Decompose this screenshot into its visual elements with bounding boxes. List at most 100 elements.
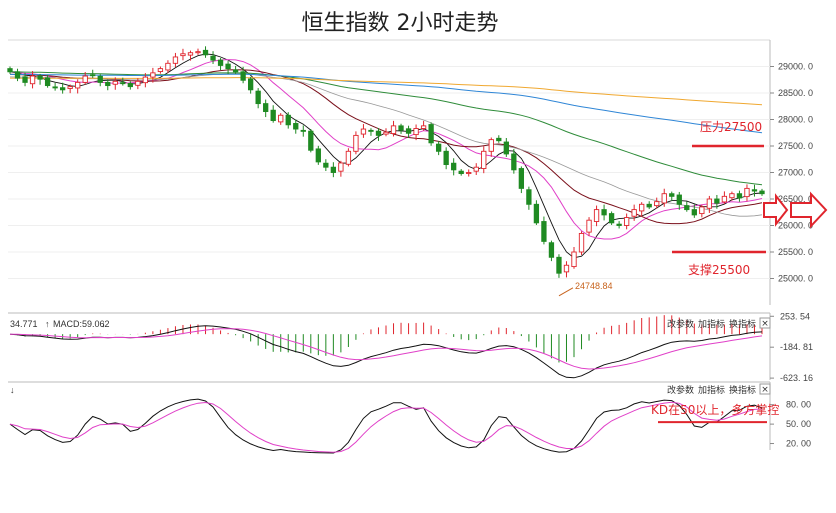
candle-body (44, 77, 51, 87)
candle-body (496, 137, 502, 142)
candle-body (466, 172, 472, 175)
kd-arrow: ↓ (10, 385, 15, 395)
candle-body (691, 209, 697, 216)
candle-body (729, 193, 735, 199)
candle-body (300, 129, 306, 132)
candle-body (578, 232, 585, 253)
kd-panel: ↓ 80. 00 50. 00 20. 00 KD在50以上，多方掌控 改参数 加指… (8, 381, 811, 454)
kd-tick-label: 20. 00 (786, 439, 811, 449)
candle-body (669, 193, 675, 197)
switch-indicator-button-kd[interactable]: 换指标 (729, 384, 756, 396)
candle-body (526, 189, 532, 205)
candle-body (308, 130, 314, 151)
resistance-label: 压力27500 (700, 120, 762, 134)
candle-body (714, 198, 720, 204)
ma-line-120 (9, 73, 763, 134)
macd-dea-line (9, 328, 763, 370)
candle-body (14, 71, 21, 79)
close-icon-kd[interactable] (759, 383, 771, 395)
support-label: 支撑25500 (688, 262, 750, 277)
candle-body (180, 53, 186, 57)
candle-body (548, 242, 555, 258)
candle-body (631, 209, 637, 217)
y-tick-label: 25000. 0 (778, 274, 813, 284)
candle-body (67, 86, 73, 89)
macd-up-arrow: ↑ (45, 319, 50, 329)
candle-body (661, 193, 667, 204)
switch-indicator-button[interactable]: 换指标 (729, 318, 756, 330)
change-params-button-kd[interactable]: 改参数 (667, 384, 694, 396)
candle-body (473, 166, 479, 172)
close-glyph: × (761, 319, 769, 329)
candle-body (721, 195, 728, 203)
candle-body (210, 55, 216, 61)
candle-body (413, 128, 419, 136)
candle-body (247, 78, 254, 91)
candle-body (37, 75, 43, 80)
candle-body (443, 150, 449, 166)
candle-body (375, 130, 382, 136)
candle-body (112, 80, 118, 85)
candle-body (654, 201, 660, 207)
candle-body (172, 56, 179, 64)
candle-body (7, 68, 13, 73)
close-glyph-kd: × (761, 385, 769, 395)
low-value-label: 24748.84 (575, 281, 613, 291)
macd-prev-value: 34.771 (10, 319, 38, 329)
candle-body (345, 150, 352, 165)
candle-body (353, 134, 359, 152)
candle-body (458, 170, 464, 175)
kd-k-line (9, 398, 763, 454)
candle-body (563, 264, 570, 273)
candle-body (59, 87, 66, 91)
candle-body (736, 193, 743, 199)
kd-panel-buttons: 改参数 加指标 换指标 × (667, 383, 771, 396)
close-icon[interactable] (759, 317, 771, 329)
candle-body (293, 123, 299, 130)
candle-body (330, 166, 337, 173)
candle-body (240, 71, 246, 81)
macd-panel: 34.771 ↑ MACD:59.062 ↓ 253. 54 -184. 81 -6… (8, 311, 813, 383)
kd-d-line (9, 401, 763, 453)
candle-body (593, 209, 600, 222)
candle-body (639, 203, 645, 212)
candle-body (390, 125, 397, 134)
chart-title: 恒生指数 2小时走势 (302, 11, 499, 36)
candle-body (225, 63, 231, 70)
y-tick-label: 25500. 0 (778, 247, 813, 257)
right-arrow-icons (763, 191, 828, 229)
candle-body (405, 128, 412, 134)
candle-body (601, 209, 607, 216)
ma-line-10 (9, 59, 763, 240)
candle-body (338, 162, 344, 172)
candle-body (105, 81, 111, 87)
candle-body (195, 51, 201, 54)
candle-body (420, 125, 427, 129)
candle-body (323, 162, 329, 168)
candle-body (616, 223, 622, 226)
candle-body (556, 256, 562, 274)
candle-body (706, 198, 713, 209)
candle-body (383, 131, 389, 135)
candle-body (511, 153, 517, 171)
add-indicator-button-kd[interactable]: 加指标 (698, 384, 725, 396)
kd-annotation-label: KD在50以上，多方掌控 (651, 402, 779, 417)
add-indicator-button[interactable]: 加指标 (698, 318, 725, 330)
candle-body (142, 76, 149, 84)
candle-body (751, 189, 758, 192)
candle-body (533, 203, 540, 224)
candle-body (368, 129, 374, 132)
macd-label: MACD:59.062 (53, 319, 110, 329)
change-params-button[interactable]: 改参数 (667, 318, 694, 330)
candle-body (165, 62, 171, 71)
price-panel: 29000. 0 28500. 0 28000. 0 27500. 0 27000. 0… (7, 39, 813, 305)
candle-body (608, 213, 615, 224)
candle-body (263, 103, 269, 112)
candle-body (759, 190, 765, 195)
candle-body (232, 69, 239, 73)
candle-body (684, 205, 690, 211)
candle-body (202, 49, 209, 56)
ma-line-250 (10, 77, 763, 106)
y-tick-label: 28500. 0 (778, 88, 813, 98)
